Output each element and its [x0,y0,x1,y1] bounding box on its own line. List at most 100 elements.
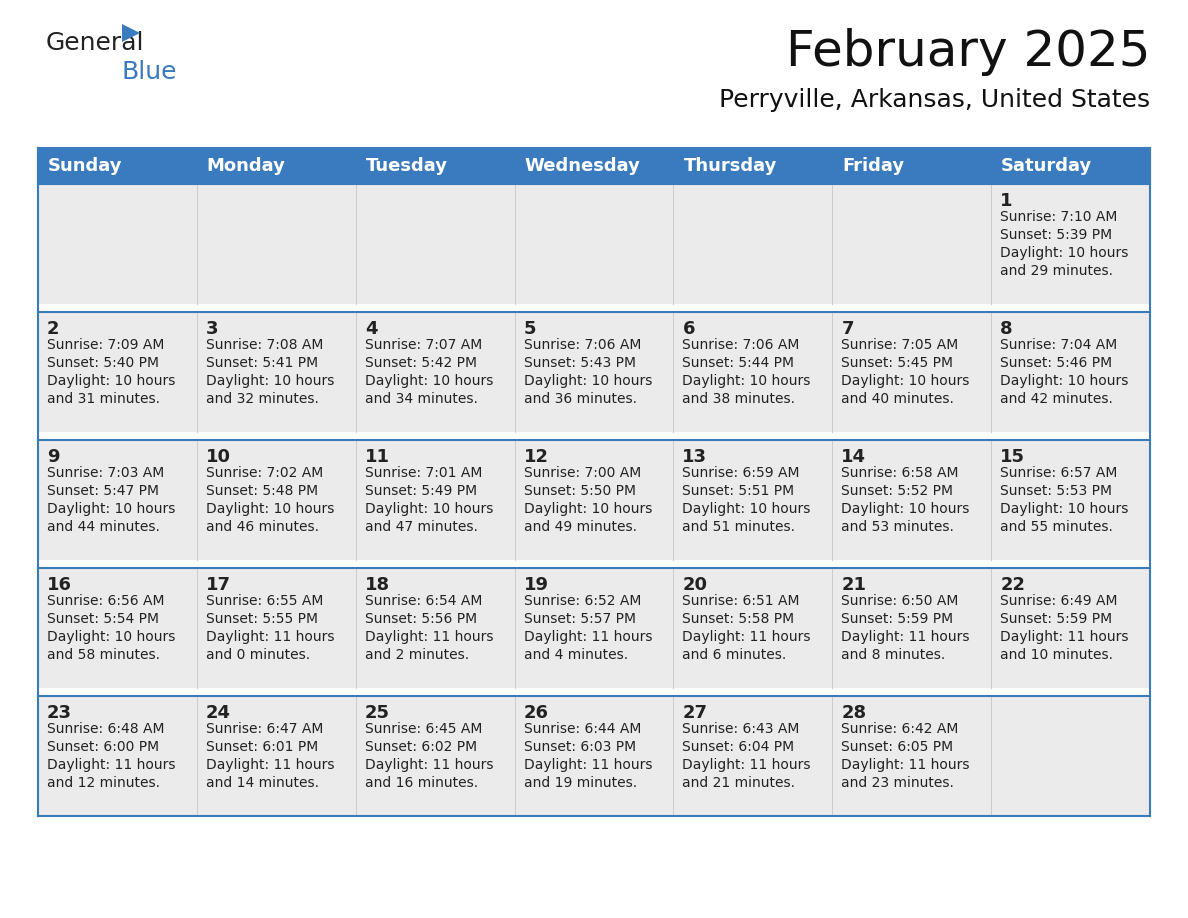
Text: 28: 28 [841,704,866,722]
Text: Sunrise: 6:57 AM: Sunrise: 6:57 AM [1000,466,1118,480]
Text: Sunrise: 6:49 AM: Sunrise: 6:49 AM [1000,594,1118,608]
Text: Sunset: 5:54 PM: Sunset: 5:54 PM [48,612,159,626]
Text: Sunset: 5:55 PM: Sunset: 5:55 PM [206,612,318,626]
Text: Daylight: 11 hours: Daylight: 11 hours [365,758,493,772]
Text: 18: 18 [365,576,390,594]
Text: 22: 22 [1000,576,1025,594]
Text: 13: 13 [682,448,707,466]
Text: Sunrise: 6:52 AM: Sunrise: 6:52 AM [524,594,642,608]
Text: Sunset: 5:41 PM: Sunset: 5:41 PM [206,356,318,370]
Text: Sunset: 6:00 PM: Sunset: 6:00 PM [48,740,159,754]
Text: Daylight: 10 hours: Daylight: 10 hours [682,502,810,516]
Text: 23: 23 [48,704,72,722]
Text: Sunrise: 7:00 AM: Sunrise: 7:00 AM [524,466,640,480]
Text: Saturday: Saturday [1001,157,1093,175]
Text: Daylight: 10 hours: Daylight: 10 hours [524,374,652,388]
Bar [38,696,1150,816]
Text: and 16 minutes.: and 16 minutes. [365,776,478,790]
Text: 6: 6 [682,320,695,338]
Bar [355,148,514,184]
Text: Daylight: 10 hours: Daylight: 10 hours [1000,374,1129,388]
Text: Sunset: 6:05 PM: Sunset: 6:05 PM [841,740,954,754]
Text: Perryville, Arkansas, United States: Perryville, Arkansas, United States [719,88,1150,112]
Text: Sunset: 5:58 PM: Sunset: 5:58 PM [682,612,795,626]
Bar [38,440,1150,560]
Bar [38,148,197,184]
Text: Thursday: Thursday [683,157,777,175]
Text: and 55 minutes.: and 55 minutes. [1000,520,1113,534]
Text: 4: 4 [365,320,378,338]
Text: Sunrise: 6:50 AM: Sunrise: 6:50 AM [841,594,959,608]
Text: Sunrise: 7:09 AM: Sunrise: 7:09 AM [48,338,164,352]
Text: Sunrise: 7:03 AM: Sunrise: 7:03 AM [48,466,164,480]
Text: Daylight: 10 hours: Daylight: 10 hours [841,502,969,516]
Text: Friday: Friday [842,157,904,175]
Text: Sunset: 5:53 PM: Sunset: 5:53 PM [1000,484,1112,498]
Text: and 14 minutes.: and 14 minutes. [206,776,318,790]
Bar [38,568,1150,688]
Text: Sunset: 5:42 PM: Sunset: 5:42 PM [365,356,476,370]
Text: 11: 11 [365,448,390,466]
Text: Daylight: 11 hours: Daylight: 11 hours [365,630,493,644]
Text: and 34 minutes.: and 34 minutes. [365,392,478,406]
Text: and 32 minutes.: and 32 minutes. [206,392,318,406]
Text: and 49 minutes.: and 49 minutes. [524,520,637,534]
Bar [38,184,1150,304]
Text: Daylight: 10 hours: Daylight: 10 hours [1000,246,1129,260]
Text: Blue: Blue [122,60,177,84]
Text: Daylight: 11 hours: Daylight: 11 hours [524,630,652,644]
Text: Daylight: 11 hours: Daylight: 11 hours [1000,630,1129,644]
Text: 9: 9 [48,448,59,466]
Text: Sunset: 5:45 PM: Sunset: 5:45 PM [841,356,953,370]
Text: 10: 10 [206,448,230,466]
Text: Sunset: 5:47 PM: Sunset: 5:47 PM [48,484,159,498]
Text: and 19 minutes.: and 19 minutes. [524,776,637,790]
Text: Daylight: 11 hours: Daylight: 11 hours [682,758,811,772]
Text: Sunrise: 7:08 AM: Sunrise: 7:08 AM [206,338,323,352]
Text: 7: 7 [841,320,854,338]
Text: and 31 minutes.: and 31 minutes. [48,392,160,406]
Text: Sunset: 5:56 PM: Sunset: 5:56 PM [365,612,476,626]
Text: 2: 2 [48,320,59,338]
Bar [197,148,355,184]
Text: 20: 20 [682,576,707,594]
Bar [991,148,1150,184]
Text: and 4 minutes.: and 4 minutes. [524,648,627,662]
Text: Sunrise: 6:47 AM: Sunrise: 6:47 AM [206,722,323,736]
Text: Sunrise: 7:07 AM: Sunrise: 7:07 AM [365,338,482,352]
Text: and 36 minutes.: and 36 minutes. [524,392,637,406]
Bar [38,312,1150,432]
Text: Sunset: 5:43 PM: Sunset: 5:43 PM [524,356,636,370]
Text: Sunrise: 6:42 AM: Sunrise: 6:42 AM [841,722,959,736]
Text: 16: 16 [48,576,72,594]
Text: Sunset: 5:48 PM: Sunset: 5:48 PM [206,484,318,498]
Text: Sunrise: 6:48 AM: Sunrise: 6:48 AM [48,722,164,736]
Text: Sunrise: 6:58 AM: Sunrise: 6:58 AM [841,466,959,480]
Bar [674,148,833,184]
Text: Sunset: 6:04 PM: Sunset: 6:04 PM [682,740,795,754]
Text: Daylight: 10 hours: Daylight: 10 hours [524,502,652,516]
Text: Sunset: 5:46 PM: Sunset: 5:46 PM [1000,356,1112,370]
Text: 17: 17 [206,576,230,594]
Text: 3: 3 [206,320,219,338]
Text: Sunrise: 7:05 AM: Sunrise: 7:05 AM [841,338,959,352]
Text: 19: 19 [524,576,549,594]
Text: Sunset: 6:03 PM: Sunset: 6:03 PM [524,740,636,754]
Text: Daylight: 10 hours: Daylight: 10 hours [48,630,176,644]
Text: Tuesday: Tuesday [366,157,448,175]
Text: Sunset: 5:59 PM: Sunset: 5:59 PM [1000,612,1112,626]
Text: Daylight: 11 hours: Daylight: 11 hours [682,630,811,644]
Text: and 2 minutes.: and 2 minutes. [365,648,469,662]
Text: 14: 14 [841,448,866,466]
Text: Sunset: 5:49 PM: Sunset: 5:49 PM [365,484,476,498]
Text: Sunset: 6:01 PM: Sunset: 6:01 PM [206,740,318,754]
Text: Sunrise: 7:01 AM: Sunrise: 7:01 AM [365,466,482,480]
Text: Sunset: 5:44 PM: Sunset: 5:44 PM [682,356,795,370]
Text: 1: 1 [1000,192,1012,210]
Text: Sunrise: 6:43 AM: Sunrise: 6:43 AM [682,722,800,736]
Text: Daylight: 11 hours: Daylight: 11 hours [206,758,334,772]
Text: Sunrise: 6:59 AM: Sunrise: 6:59 AM [682,466,800,480]
Text: Sunrise: 7:04 AM: Sunrise: 7:04 AM [1000,338,1118,352]
Text: Daylight: 10 hours: Daylight: 10 hours [206,374,334,388]
Text: Sunset: 5:50 PM: Sunset: 5:50 PM [524,484,636,498]
